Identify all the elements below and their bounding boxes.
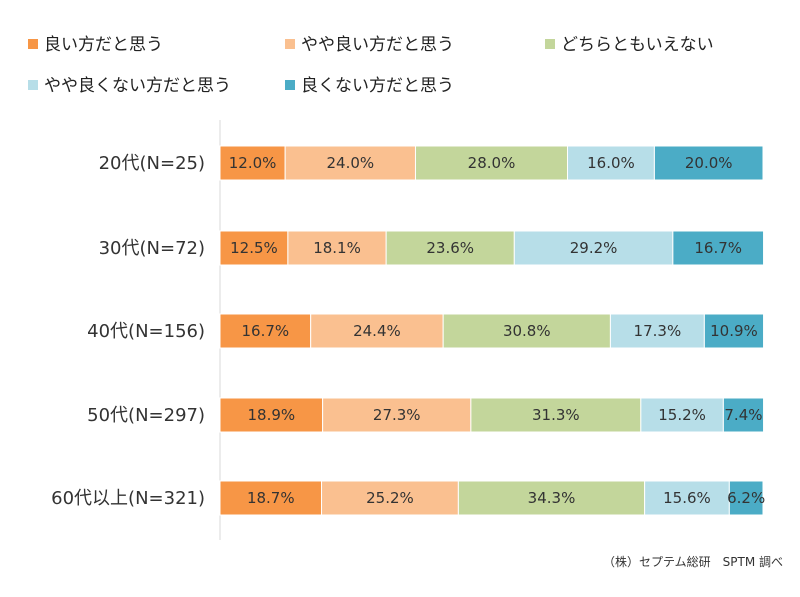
data-label-4-2: 27.3% xyxy=(373,406,421,424)
bar-segment-4-2 xyxy=(322,397,472,433)
legend-label-3: どちらともいえない xyxy=(561,35,714,55)
data-label-5-5: 6.2% xyxy=(727,489,765,507)
data-label-5-3: 34.3% xyxy=(528,489,576,507)
bar-segment-4-3 xyxy=(470,397,642,433)
bar-segment-5-3 xyxy=(457,480,646,516)
bar-segment-5-4 xyxy=(644,480,730,516)
bar-segment-5-5 xyxy=(728,480,764,516)
data-label-1-2: 24.0% xyxy=(326,154,374,172)
data-label-3-1: 16.7% xyxy=(242,322,290,340)
legend-label-5: 良くない方だと思う xyxy=(301,76,454,96)
bar-segment-2-5 xyxy=(672,230,765,266)
data-label-1-1: 12.0% xyxy=(229,154,277,172)
legend-swatch-2 xyxy=(285,39,295,49)
bar-segment-2-4 xyxy=(513,230,674,266)
legend-label-1: 良い方だと思う xyxy=(44,35,163,55)
category-labels: 20代(N=25) 30代(N=72) 40代(N=156) 50代(N=297) 60… xyxy=(51,153,205,509)
bar-segment-3-4 xyxy=(609,313,705,349)
data-label-5-2: 25.2% xyxy=(366,489,414,507)
data-label-1-3: 28.0% xyxy=(468,154,516,172)
bar-segment-3-1 xyxy=(219,313,312,349)
bar-segment-1-5 xyxy=(653,145,764,181)
data-label-2-3: 23.6% xyxy=(426,239,474,257)
legend-swatch-1 xyxy=(28,39,38,49)
legend-label-2: やや良い方だと思う xyxy=(301,35,454,55)
data-label-1-5: 20.0% xyxy=(685,154,733,172)
data-label-4-5: 7.4% xyxy=(724,406,762,424)
bar-segment-2-1 xyxy=(219,230,289,266)
legend-swatch-5 xyxy=(285,80,295,90)
legend-label-4: やや良くない方だと思う xyxy=(44,76,231,96)
data-label-3-4: 17.3% xyxy=(634,322,682,340)
data-label-3-5: 10.9% xyxy=(710,322,758,340)
data-label-4-3: 31.3% xyxy=(532,406,580,424)
data-label-4-4: 15.2% xyxy=(658,406,706,424)
data-label-5-4: 15.6% xyxy=(663,489,711,507)
bar-segment-3-5 xyxy=(703,313,765,349)
category-label-5: 60代以上(N=321) xyxy=(51,488,205,509)
bar-segment-4-5 xyxy=(722,397,765,433)
data-label-2-1: 12.5% xyxy=(230,239,278,257)
legend-swatch-4 xyxy=(28,80,38,90)
bar-segment-4-1 xyxy=(219,397,324,433)
bar-segment-3-3 xyxy=(442,313,611,349)
bar-segment-4-4 xyxy=(640,397,724,433)
source-note: （株）セプテム総研 SPTM 調べ xyxy=(603,554,783,569)
category-label-3: 40代(N=156) xyxy=(87,321,205,342)
data-label-3-2: 24.4% xyxy=(353,322,401,340)
data-label-1-4: 16.0% xyxy=(587,154,635,172)
bar-segment-1-3 xyxy=(414,145,569,181)
data-label-5-1: 18.7% xyxy=(247,489,295,507)
bar-segment-1-2 xyxy=(284,145,416,181)
category-label-4: 50代(N=297) xyxy=(87,405,205,426)
legend-swatch-3 xyxy=(545,39,555,49)
data-label-2-5: 16.7% xyxy=(694,239,742,257)
data-label-2-4: 29.2% xyxy=(570,239,618,257)
data-label-4-1: 18.9% xyxy=(247,406,295,424)
data-label-2-2: 18.1% xyxy=(313,239,361,257)
bars: 12.0% 24.0% 28.0% 16.0% 20.0% 12.5% 18.1% 23.6%… xyxy=(219,145,765,516)
category-label-1: 20代(N=25) xyxy=(99,153,205,174)
category-label-2: 30代(N=72) xyxy=(99,238,205,259)
bar-segment-5-1 xyxy=(219,480,323,516)
data-label-3-3: 30.8% xyxy=(503,322,551,340)
